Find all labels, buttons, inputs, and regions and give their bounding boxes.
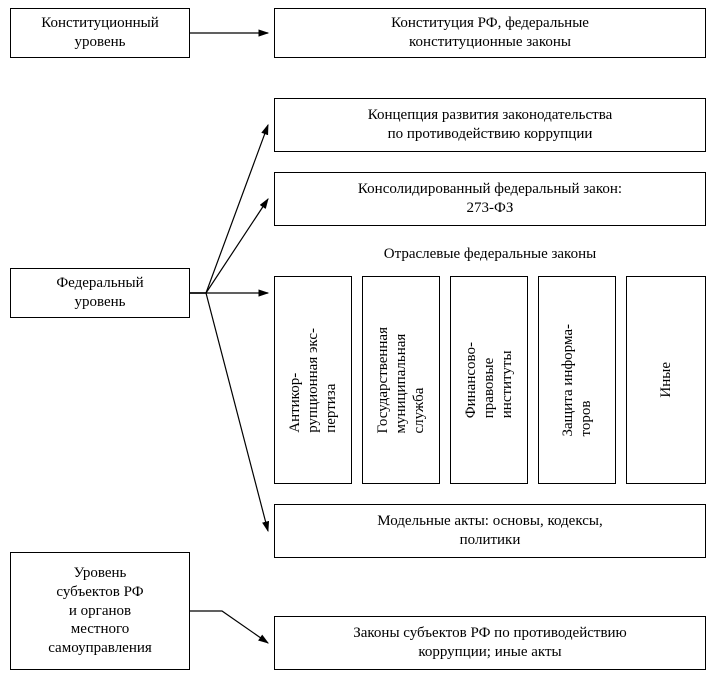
sector-state-municipal-service: Государственная муниципальная служба [362, 276, 440, 484]
node-constitution-rf: Конституция РФ, федеральные конституцион… [274, 8, 706, 58]
node-federal-level: Федеральный уровень [10, 268, 190, 318]
label: Защита информа- торов [559, 324, 595, 437]
node-subjects-level: Уровень субъектов РФ и органов местного … [10, 552, 190, 670]
label: Консолидированный федеральный закон: 273… [358, 180, 622, 218]
arrow-fed-2 [190, 199, 268, 293]
arrow-fed-1 [190, 125, 268, 293]
arrow-fed-4 [190, 293, 268, 531]
sector-anticorruption-expertise: Антикор- рупционная экс- пертиза [274, 276, 352, 484]
label: Уровень субъектов РФ и органов местного … [48, 564, 152, 658]
sector-other: Иные [626, 276, 706, 484]
label: Модельные акты: основы, кодексы, политик… [377, 512, 602, 550]
arrow-subj [190, 611, 268, 643]
label: Федеральный уровень [56, 274, 143, 312]
node-consolidated-law: Консолидированный федеральный закон: 273… [274, 172, 706, 226]
node-concept: Концепция развития законодательства по п… [274, 98, 706, 152]
label: Государственная муниципальная служба [374, 327, 428, 434]
sector-laws-header: Отраслевые федеральные законы [274, 246, 706, 263]
label: Конституционный уровень [41, 14, 159, 52]
label: Финансово- правовые институты [462, 342, 516, 418]
node-model-acts: Модельные акты: основы, кодексы, политик… [274, 504, 706, 558]
sector-informant-protection: Защита информа- торов [538, 276, 616, 484]
label: Антикор- рупционная экс- пертиза [286, 328, 340, 433]
node-subjects-laws: Законы субъектов РФ по противодействию к… [274, 616, 706, 670]
label: Конституция РФ, федеральные конституцион… [391, 14, 589, 52]
label: Концепция развития законодательства по п… [368, 106, 613, 144]
sector-financial-legal-institutes: Финансово- правовые институты [450, 276, 528, 484]
label: Отраслевые федеральные законы [384, 246, 596, 262]
node-constitutional-level: Конституционный уровень [10, 8, 190, 58]
label: Законы субъектов РФ по противодействию к… [353, 624, 627, 662]
label: Иные [657, 362, 675, 398]
